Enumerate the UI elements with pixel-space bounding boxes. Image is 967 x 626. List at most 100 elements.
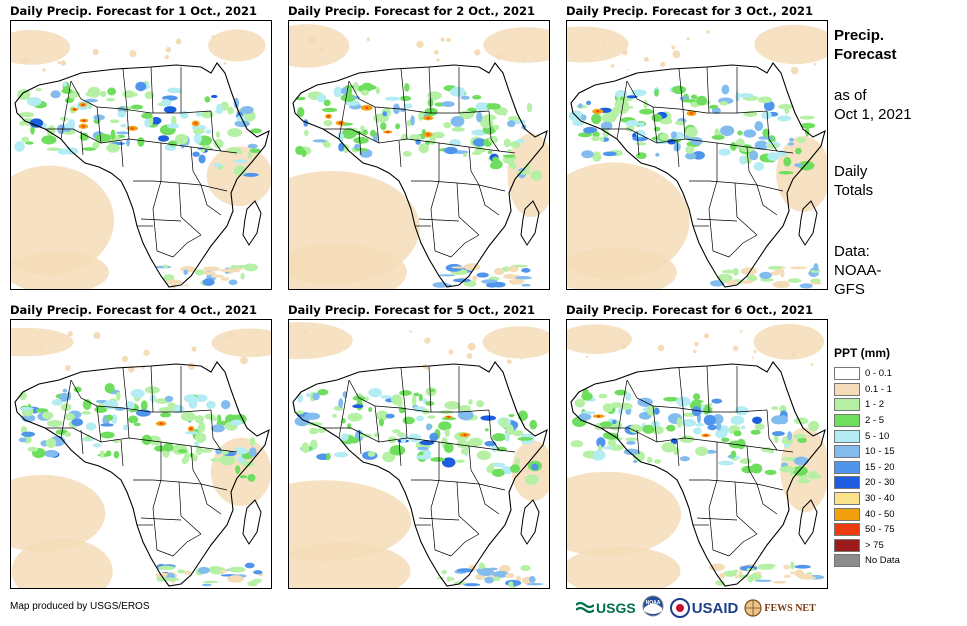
precip-patch [651,113,663,122]
precip-patch [360,125,365,132]
precip-patch [115,391,121,401]
precip-patch [752,356,755,359]
precip-patch [424,337,431,344]
precip-patch [659,117,673,125]
country-border [652,405,658,443]
precip-patch [570,440,584,448]
precip-patch [64,364,71,371]
precip-patch [468,398,473,405]
precip-patch [189,427,193,430]
precip-patch [753,323,825,360]
precip-patch [59,117,69,121]
coastline [520,499,540,545]
precip-patch [362,129,368,136]
precip-patch [767,143,779,149]
precip-patch [430,457,446,462]
precip-patch [11,538,113,588]
country-border [411,479,506,491]
precip-patch [596,110,600,113]
precip-patch [18,407,34,411]
precip-patch [61,88,73,94]
precip-patch [234,165,246,177]
precip-patch [486,103,501,110]
precip-patch [741,465,755,474]
legend-row: 0 - 0.1 [834,366,900,382]
precip-patch [503,138,511,148]
precip-patch [747,574,754,583]
coastline [520,200,540,246]
precip-patch [427,91,442,101]
coastline [242,200,262,246]
precip-patch [333,86,343,98]
panel-title: Daily Precip. Forecast for 4 Oct., 2021 [10,303,258,317]
africa-map [11,327,271,588]
precip-patch [505,573,515,579]
precip-patch [157,135,170,142]
precip-patch [737,130,743,136]
precip-patch [155,572,171,578]
precip-patch [382,111,388,117]
country-border [172,234,202,258]
precip-patch [177,569,186,574]
precip-patch [721,437,730,443]
precip-patch [418,143,430,154]
country-border [190,445,202,485]
precip-patch [793,433,806,439]
map-panel-5: Daily Precip. Forecast for 5 Oct., 2021 [288,303,550,589]
map-frame [10,20,272,290]
precip-patch [474,148,483,154]
precip-patch [202,266,220,272]
precip-patch [441,569,447,575]
precip-patch [418,393,423,402]
precip-patch [338,142,345,152]
legend-label: 0 - 0.1 [865,368,892,380]
country-border [430,507,452,557]
precip-patch [378,418,384,427]
africa-map [11,29,271,289]
precip-patch [493,267,505,276]
precip-patch [509,162,517,170]
legend-swatch [834,445,860,459]
precip-patch [126,139,131,147]
usaid-wordmark: USAID [691,599,739,617]
precip-patch [402,151,412,157]
legend-row: 15 - 20 [834,460,900,476]
precip-patch [599,136,605,142]
precip-patch [360,89,369,96]
precip-patch [734,575,740,579]
precip-patch [614,99,629,110]
country-border [418,517,460,521]
legend-label: > 75 [865,539,884,551]
legend-row: 2 - 5 [834,413,900,429]
map-panel-2: Daily Precip. Forecast for 2 Oct., 2021 [288,4,550,290]
precip-patch [529,575,536,583]
precip-patch [502,273,517,279]
precip-patch [690,137,700,146]
legend-row: 20 - 30 [834,475,900,491]
precip-patch [194,122,198,125]
precip-patch [289,542,411,588]
precip-patch [120,124,127,128]
precip-patch [750,429,761,435]
precip-patch [581,391,593,401]
country-border [210,409,222,451]
country-border [120,439,124,467]
precip-patch [340,87,348,95]
precip-patch [365,106,369,109]
precip-patch [244,562,255,569]
legend-row: 50 - 75 [834,522,900,538]
coastline [14,62,270,288]
precip-patch [476,450,492,460]
precip-patch [177,448,188,454]
precip-patch [247,151,253,159]
panel-title: Daily Precip. Forecast for 6 Oct., 2021 [566,303,814,317]
legend-label: 5 - 10 [865,430,890,442]
precip-patch [732,267,739,276]
precip-patch [596,437,606,448]
precip-patch [789,471,794,477]
precip-patch [567,471,681,557]
precip-patch [790,66,799,75]
precip-patch [123,424,129,431]
precip-patch [676,396,691,407]
precip-patch [228,566,246,573]
